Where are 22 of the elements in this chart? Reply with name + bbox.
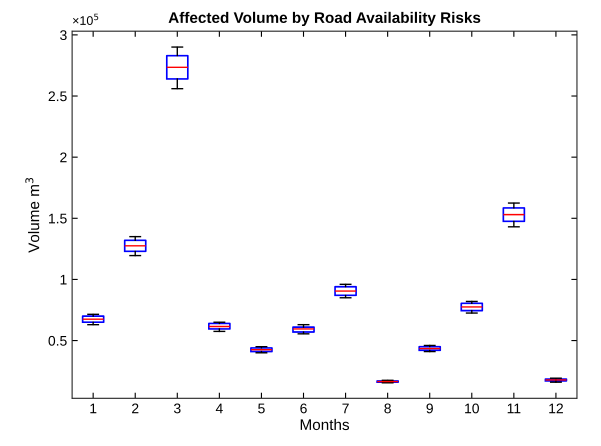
y-tick-label: 3	[60, 30, 67, 40]
x-axis-title: Months	[300, 418, 350, 430]
x-tick-label: 2	[132, 404, 138, 414]
x-tick-label: 6	[300, 404, 307, 414]
x-tick-label: 10	[465, 404, 479, 414]
x-tick-label: 4	[216, 404, 223, 414]
x-tick-label: 1	[90, 404, 96, 414]
x-tick-label: 11	[508, 404, 520, 414]
x-tick-label: 8	[384, 404, 391, 414]
y-tick-label: 2.5	[48, 91, 67, 102]
x-tick-label: 9	[426, 404, 433, 414]
x-tick-label: 12	[549, 404, 563, 414]
y-tick-label: 1	[60, 274, 67, 284]
x-tick-label: 3	[174, 404, 181, 414]
y-tick-label: 2	[60, 152, 67, 162]
text: ×10$^{5}$	[72, 14, 98, 25]
y-axis-title: Volume m$^{3}$	[25, 178, 40, 253]
y-tick-label: 1.5	[49, 214, 67, 224]
x-tick-label: 7	[342, 404, 349, 414]
y-tick-label: 0.5	[48, 336, 67, 346]
x-tick-label: 5	[258, 404, 265, 414]
chart-title: Affected Volume by Road Availability Risks	[168, 12, 480, 26]
